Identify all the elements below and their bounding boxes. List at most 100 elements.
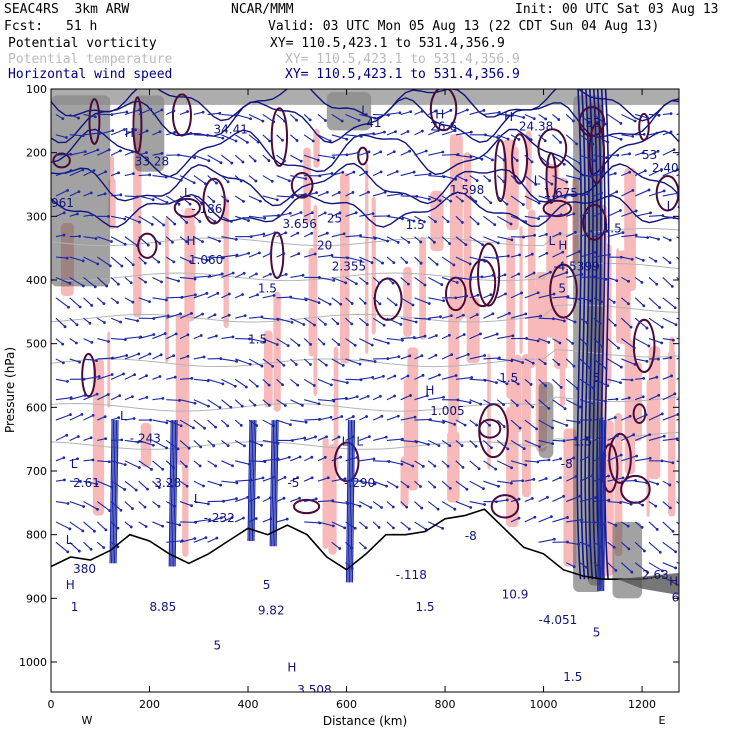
wind-vector xyxy=(179,276,196,280)
wind-vector xyxy=(317,378,332,386)
wind-vector-head xyxy=(350,302,354,305)
wind-vector xyxy=(676,377,679,380)
wind-vector-head xyxy=(549,270,552,274)
wind-vector xyxy=(635,377,644,380)
wind-vector-head xyxy=(269,272,272,276)
wind-vector xyxy=(607,477,624,482)
wind-vector xyxy=(386,415,399,421)
wind-vector-head xyxy=(329,383,333,387)
wind-vector xyxy=(414,215,425,223)
wind-vector xyxy=(524,154,533,163)
wind-vector xyxy=(317,477,329,482)
wind-vector xyxy=(428,297,444,302)
wind-vector xyxy=(290,399,303,406)
wind-vector-head xyxy=(123,217,127,221)
wind-vector-head xyxy=(507,311,511,315)
wind-vector xyxy=(400,111,411,115)
wind-vector-head xyxy=(409,394,412,397)
wind-vector-head xyxy=(475,179,479,182)
field-theta-xy: XY= 110.5,423.1 to 531.4,356.9 xyxy=(285,52,520,67)
wind-vector xyxy=(469,276,483,279)
wind-vector xyxy=(317,500,333,503)
wind-vector-head xyxy=(337,191,341,194)
wind-vector xyxy=(276,518,288,523)
wind-vector-head xyxy=(601,345,604,349)
wind-vector-head xyxy=(212,444,216,448)
wind-vector-head xyxy=(214,464,218,468)
pv-contour xyxy=(290,172,314,199)
pv-contour xyxy=(542,199,573,218)
wind-vector xyxy=(621,134,633,137)
wind-vector-head xyxy=(647,344,651,348)
wind-vector-head xyxy=(433,485,437,489)
wind-vector-head xyxy=(312,384,316,387)
wind-vector xyxy=(635,480,647,484)
wind-vector xyxy=(317,114,326,121)
wind-vector-head xyxy=(614,524,618,527)
wind-vector xyxy=(607,114,622,124)
wind-vector xyxy=(179,195,191,205)
wind-vector xyxy=(317,297,331,305)
wind-vector xyxy=(179,256,191,263)
wind-vector xyxy=(124,417,135,421)
wind-vector-head xyxy=(352,170,356,174)
wind-vector-head xyxy=(557,118,561,121)
wind-vector-head xyxy=(493,223,497,227)
wind-vector xyxy=(648,113,660,116)
wind-vector-head xyxy=(367,150,371,154)
wind-vector-head xyxy=(314,497,318,501)
wind-vector-head xyxy=(672,148,676,152)
wind-vector xyxy=(648,236,659,240)
wind-vector-head xyxy=(186,110,190,113)
wind-vector xyxy=(235,496,248,503)
wind-vector-head xyxy=(310,211,314,215)
wind-vector xyxy=(565,154,581,164)
wind-vector xyxy=(235,479,252,482)
wind-vector-head xyxy=(317,301,321,305)
wind-vector-head xyxy=(517,516,521,520)
wind-vector-head xyxy=(297,252,301,256)
wind-vector-head xyxy=(494,467,498,471)
wind-vector-head xyxy=(448,444,452,448)
wind-vector-head xyxy=(81,168,85,172)
wind-vector xyxy=(290,338,300,346)
wind-vector-head xyxy=(690,415,693,418)
wind-vector-head xyxy=(690,170,693,173)
contour-label: 25 xyxy=(327,212,342,226)
wind-vector xyxy=(234,439,245,447)
pv-contour xyxy=(478,403,509,459)
updraft-vector xyxy=(269,420,273,547)
wind-vector xyxy=(179,334,189,340)
wind-vector-head xyxy=(578,161,582,165)
wind-vector-head xyxy=(215,536,219,540)
wind-vector xyxy=(372,171,382,177)
wind-vector xyxy=(83,256,98,265)
wind-vector-head xyxy=(287,455,291,459)
x-tick-label: 400 xyxy=(238,698,259,711)
wind-vector xyxy=(359,501,372,509)
wind-vector xyxy=(359,458,375,462)
wind-vector-head xyxy=(612,300,616,304)
wind-vector xyxy=(593,358,607,369)
pv-positive-shade xyxy=(182,453,189,557)
wind-vector-head xyxy=(332,156,336,160)
wind-vector-head xyxy=(649,211,652,215)
wind-vector-head xyxy=(253,159,257,163)
pv-positive-shade xyxy=(648,346,661,480)
wind-vector-head xyxy=(502,425,506,428)
wind-vector-head xyxy=(619,121,623,125)
contour-label: L xyxy=(71,457,78,471)
wind-vector-head xyxy=(137,466,141,469)
wind-vector-head xyxy=(469,278,473,281)
wind-vector xyxy=(331,501,348,505)
wind-vector xyxy=(124,336,141,340)
contour-label: 9.82 xyxy=(258,603,285,617)
contour-label: 3.656 xyxy=(282,217,316,231)
terrain-line xyxy=(51,508,679,587)
wind-vector-head xyxy=(176,447,180,451)
wind-vector xyxy=(648,480,658,485)
wind-vector xyxy=(193,111,204,115)
wind-vector-head xyxy=(432,240,436,244)
pv-positive-shade xyxy=(616,248,620,344)
wind-vector-head xyxy=(262,232,266,236)
